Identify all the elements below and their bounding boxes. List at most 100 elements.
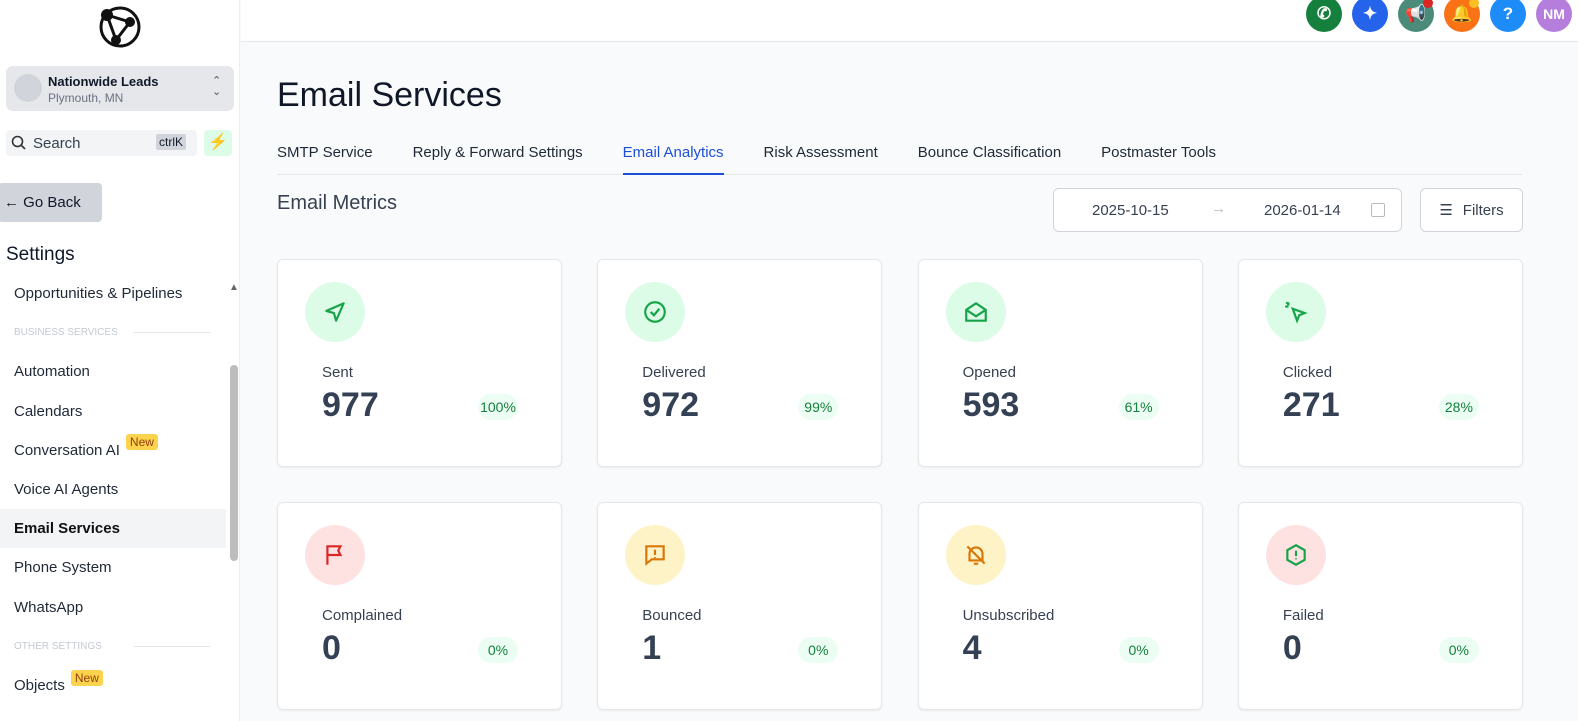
nav-label: WhatsApp xyxy=(14,598,84,616)
section-title: Email Metrics xyxy=(277,192,398,214)
metric-value: 972 xyxy=(642,386,700,424)
metric-icon xyxy=(305,282,365,342)
nav-item[interactable]: Objects New xyxy=(0,666,226,705)
avatar[interactable]: NM xyxy=(1536,0,1572,32)
nav-label: Phone System xyxy=(14,559,112,577)
scrollbar xyxy=(230,365,238,561)
metric-percent: 100% xyxy=(478,394,518,420)
nav-label: Voice AI Agents xyxy=(14,481,119,498)
quick-action[interactable]: ⚡ xyxy=(204,130,232,156)
nav-label: Opportunities & Pipelines xyxy=(14,285,183,302)
metric-value: 0 xyxy=(1282,629,1302,667)
metric-label: Bounced xyxy=(642,607,702,624)
nav-label: Conversation AI xyxy=(14,441,120,459)
filters-label: Filters xyxy=(1462,201,1504,219)
new-badge: New xyxy=(125,434,158,451)
calendar-icon xyxy=(1371,203,1385,217)
page-title: Email Services xyxy=(277,76,502,114)
date-end: 2026-01-14 xyxy=(1264,202,1341,219)
metric-value: 977 xyxy=(322,386,379,424)
filters-button[interactable]: ☰ Filters xyxy=(1420,188,1523,232)
metric-card: Sent 977 100% xyxy=(277,259,562,467)
metric-value: 593 xyxy=(962,386,1020,424)
new-badge: New xyxy=(70,669,103,686)
metric-card: Opened 593 61% xyxy=(917,259,1203,467)
sidebar: Nationwide Leads Plymouth, MN ⌃ ⌄ Search … xyxy=(0,0,240,721)
metric-label: Complained xyxy=(322,607,403,624)
back-button[interactable]: ← Go Back xyxy=(0,183,102,222)
metric-card: Complained 0 0% xyxy=(277,502,562,710)
date-start: 2025-10-15 xyxy=(1092,202,1169,219)
badge-dot xyxy=(1469,0,1479,8)
metric-icon xyxy=(305,525,365,585)
metric-percent: 0% xyxy=(1438,637,1479,663)
icon-glyph xyxy=(964,302,987,322)
tab[interactable]: SMTP Service xyxy=(277,144,373,161)
settings-heading: Settings xyxy=(6,244,75,265)
phone-button[interactable]: ✆ xyxy=(1306,0,1342,32)
nav-item[interactable]: WhatsApp xyxy=(0,588,226,627)
badge-dot xyxy=(1423,0,1433,8)
top-bar: ✆ ✦ 📢 🔔 ? NM xyxy=(241,0,1578,42)
account-switcher[interactable]: Nationwide Leads Plymouth, MN ⌃ ⌄ xyxy=(6,66,234,111)
nav-label: Email Services xyxy=(14,520,120,538)
nav-item[interactable]: Opportunities & Pipelines xyxy=(0,274,226,313)
scroll-up[interactable]: ▲ xyxy=(229,282,239,293)
nav-item[interactable]: Calendars xyxy=(0,392,226,431)
nav-label: Calendars xyxy=(14,402,83,420)
icon-glyph xyxy=(326,545,343,565)
metric-percent: 28% xyxy=(1438,394,1479,420)
metric-value: 271 xyxy=(1282,386,1340,424)
metric-icon xyxy=(1265,525,1326,585)
metric-percent: 0% xyxy=(478,637,518,663)
metric-card: Clicked 271 28% xyxy=(1237,259,1523,467)
search-icon xyxy=(11,135,26,150)
tabs: SMTP Service Reply & Forward Settings Emai… xyxy=(277,144,1216,175)
nav-label: Objects xyxy=(14,677,65,694)
metric-percent: 99% xyxy=(798,394,839,420)
nav-item[interactable]: Phone System xyxy=(0,548,226,587)
metric-percent: 61% xyxy=(1118,394,1159,420)
search-box[interactable]: Search ctrlK xyxy=(6,130,197,156)
metric-icon xyxy=(1265,282,1326,342)
metric-label: Failed xyxy=(1282,607,1324,624)
metric-icon xyxy=(625,282,686,342)
tab[interactable]: Postmaster Tools xyxy=(1101,144,1216,161)
metric-card: Unsubscribed 4 0% xyxy=(917,502,1203,710)
back-label: Go Back xyxy=(23,194,81,211)
nav-item[interactable]: Automation xyxy=(0,352,226,391)
metric-card: Delivered 972 99% xyxy=(597,259,883,467)
nav-item[interactable]: Conversation AI New xyxy=(0,431,226,470)
metric-percent: 0% xyxy=(798,637,839,663)
tab[interactable]: Bounce Classification xyxy=(917,144,1062,161)
metric-label: Clicked xyxy=(1282,364,1333,381)
date-arrow: → xyxy=(1211,200,1226,217)
metric-icon xyxy=(625,525,686,585)
icon-glyph xyxy=(966,545,986,565)
announce-button[interactable]: 📢 xyxy=(1398,0,1434,32)
metric-card: Bounced 1 0% xyxy=(597,502,883,710)
date-range[interactable]: 2025-10-15 → 2026-01-14 xyxy=(1053,188,1402,232)
icon-glyph xyxy=(645,545,666,566)
nav-section: OTHER SETTINGS xyxy=(0,627,226,666)
ai-button[interactable]: ✦ xyxy=(1352,0,1388,32)
icon-glyph xyxy=(644,301,667,323)
tab[interactable]: Email Analytics xyxy=(622,144,724,175)
nav-label: Automation xyxy=(14,363,90,381)
icon-glyph xyxy=(1286,544,1306,566)
help-button[interactable]: ? xyxy=(1490,0,1526,32)
nav-item[interactable]: Email Services xyxy=(0,509,226,549)
chevrons: ⌃ ⌄ xyxy=(212,75,222,98)
tab[interactable]: Reply & Forward Settings xyxy=(412,144,583,161)
metric-value: 0 xyxy=(322,629,341,667)
shortcut: ctrlK xyxy=(156,134,186,150)
tab[interactable]: Risk Assessment xyxy=(763,144,878,161)
filter-icon: ☰ xyxy=(1439,202,1453,219)
nav-item[interactable]: Voice AI Agents xyxy=(0,470,226,509)
metric-label: Unsubscribed xyxy=(962,607,1055,624)
nav-section: BUSINESS SERVICES xyxy=(0,313,226,352)
icon-glyph xyxy=(1285,301,1308,324)
account-icon xyxy=(14,74,42,102)
metric-card: Failed 0 0% xyxy=(1237,502,1523,710)
